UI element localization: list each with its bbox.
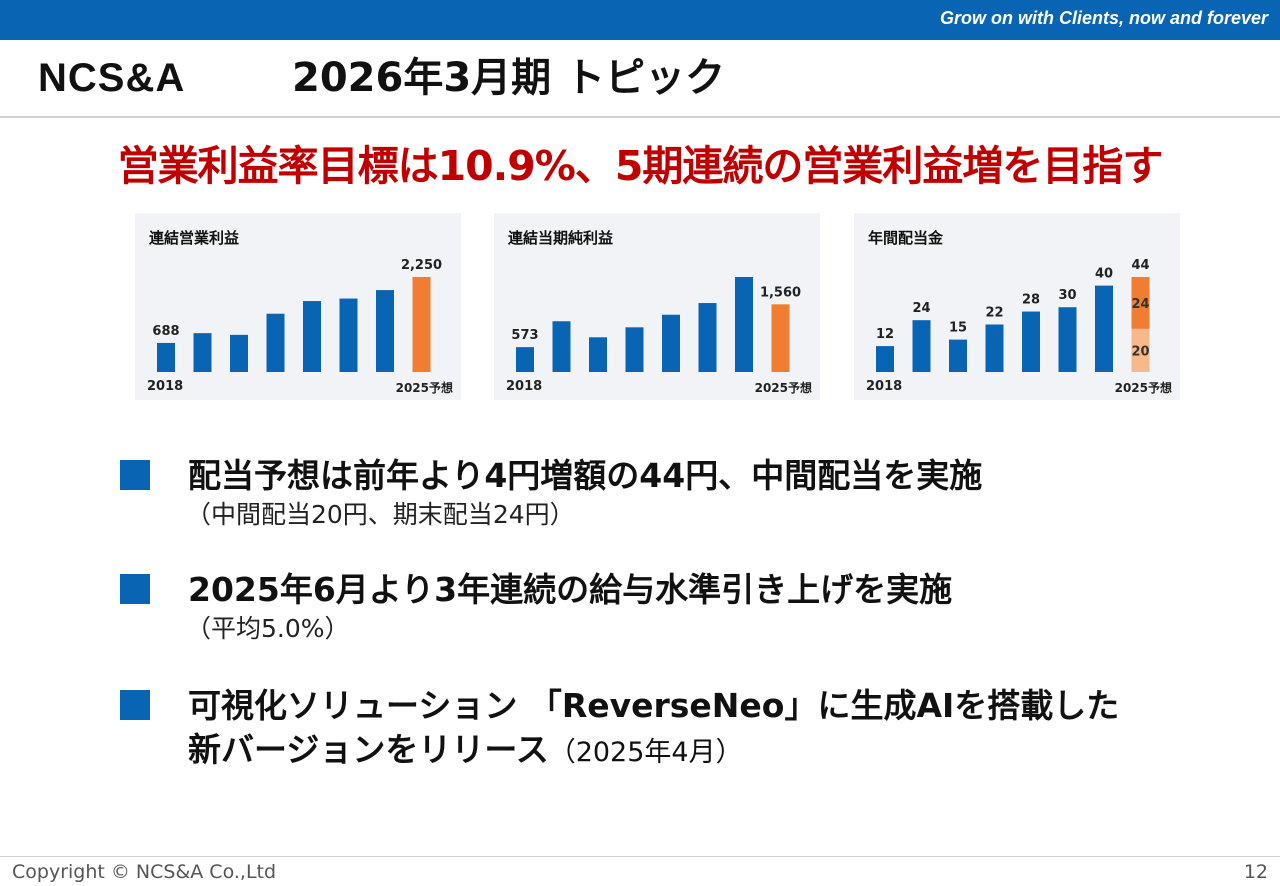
chart-category-label: 2025予想 (1115, 380, 1172, 395)
chart-operating-profit: 連結営業利益 688 2018 2,250 2025予想 (135, 213, 461, 400)
bullet-sub: （2025年4月） (548, 737, 743, 768)
chart-svg: 連結営業利益 688 2018 2,250 2025予想 (147, 229, 453, 395)
chart-data-label: 12 (876, 327, 894, 342)
chart-bar (376, 290, 394, 372)
chart-bar (157, 342, 175, 372)
copyright: Copyright © NCS&A Co.,Ltd (12, 861, 277, 883)
bullet-main: 配当予想は前年より4円増額の44円、中間配当を実施 (188, 456, 983, 495)
chart-bar (516, 347, 534, 372)
chart-data-label: 24 (912, 301, 930, 316)
chart-bar (303, 301, 321, 372)
bullet-main-line2-text: 新バージョンをリリース (188, 730, 549, 769)
chart-segment-label: 24 (1131, 297, 1149, 312)
chart-title: 連結営業利益 (149, 229, 239, 247)
bullet-square-icon (120, 690, 150, 720)
chart-bar (589, 337, 607, 372)
chart-bar (1058, 307, 1077, 372)
chart-category-label: 2018 (147, 379, 183, 394)
chart-segment-label: 20 (1131, 344, 1149, 359)
chart-data-label: 22 (985, 306, 1003, 321)
chart-category-label: 2025予想 (755, 380, 812, 395)
chart-annual-dividend: 年間配当金 12 2018 24 15 22 28 30 40 20 24 44 2025予想 (854, 213, 1180, 400)
tagline: Grow on with Clients, now and forever (939, 8, 1268, 28)
chart-title: 年間配当金 (868, 229, 944, 247)
chart-data-label: 28 (1022, 293, 1040, 308)
chart-bar (912, 320, 931, 372)
slide-header: NCS&A 2026年3月期 トピック (0, 40, 1280, 118)
chart-data-label: 688 (152, 324, 179, 339)
chart-data-label: 40 (1095, 267, 1113, 282)
footer-divider (0, 856, 1280, 857)
bullet-main-line2: 新バージョンをリリース（2025年4月） (188, 730, 743, 773)
page-number: 12 (1243, 861, 1268, 883)
chart-category-label: 2018 (866, 379, 902, 394)
chart-bar (193, 333, 212, 372)
bullet-square-icon (120, 460, 150, 490)
chart-data-label: 573 (511, 328, 538, 343)
chart-bar (1022, 311, 1040, 372)
chart-bar (876, 346, 894, 372)
page-title: 2026年3月期 トピック (292, 55, 726, 101)
chart-data-label: 30 (1058, 288, 1076, 303)
bullet-sub: （中間配当20円、期末配当24円） (186, 500, 575, 529)
chart-data-label: 44 (1131, 258, 1149, 273)
chart-category-label: 2018 (506, 379, 542, 394)
chart-bar (625, 327, 644, 372)
top-banner: Grow on with Clients, now and forever (0, 0, 1280, 40)
chart-bar (339, 298, 358, 372)
chart-bar (949, 339, 967, 372)
chart-svg: 年間配当金 12 2018 24 15 22 28 30 40 20 24 44 2025予想 (866, 229, 1172, 395)
chart-bar-segment (1131, 328, 1150, 372)
bullet-main: 2025年6月より3年連続の給与水準引き上げを実施 (188, 570, 953, 609)
company-logo: NCS&A (38, 56, 186, 100)
chart-category-label: 2025予想 (396, 380, 453, 395)
chart-bar (266, 313, 285, 372)
chart-data-label: 2,250 (401, 258, 442, 273)
chart-bar (985, 324, 1004, 372)
bullet-sub: （平均5.0%） (186, 614, 350, 643)
chart-bar (412, 277, 431, 372)
chart-bar-segment (1131, 277, 1150, 329)
chart-bar (552, 321, 571, 372)
headline: 営業利益率目標は10.9%、5期連続の営業利益増を目指す (117, 142, 1164, 190)
chart-bar (1095, 285, 1113, 372)
chart-title: 連結当期純利益 (508, 229, 613, 247)
chart-bar (230, 334, 248, 372)
chart-bar (662, 314, 680, 372)
chart-data-label: 15 (949, 321, 967, 336)
bullet-square-icon (120, 574, 150, 604)
chart-bar (771, 304, 790, 372)
chart-data-label: 1,560 (760, 285, 801, 300)
chart-bar (698, 303, 717, 372)
chart-svg: 連結当期純利益 573 2018 1,560 2025予想 (506, 229, 812, 395)
bullet-main: 可視化ソリューション 「ReverseNeo」に生成AIを搭載した (188, 686, 1120, 725)
chart-net-income: 連結当期純利益 573 2018 1,560 2025予想 (494, 213, 820, 400)
chart-bar (735, 277, 753, 372)
